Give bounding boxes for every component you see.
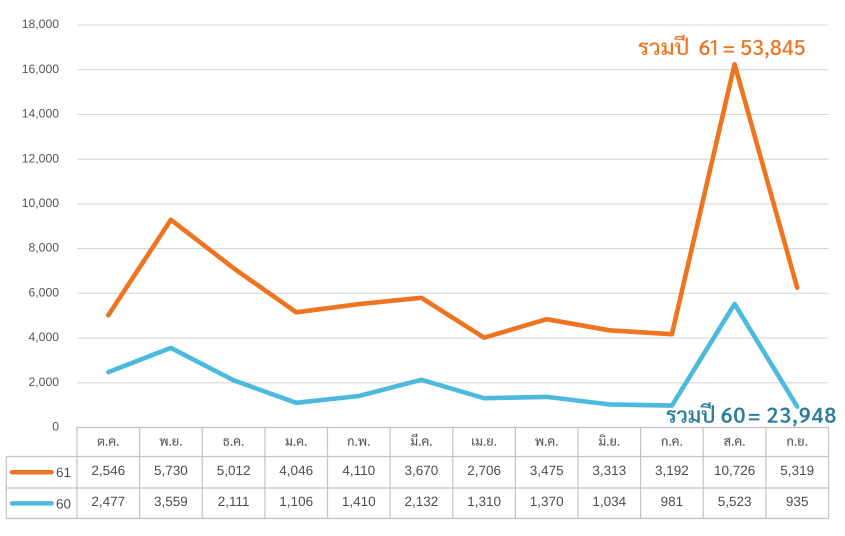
- svg-text:1,034: 1,034: [592, 494, 626, 509]
- svg-text:2,706: 2,706: [467, 463, 501, 478]
- svg-text:5,523: 5,523: [718, 494, 752, 509]
- svg-text:1,410: 1,410: [342, 494, 376, 509]
- svg-text:8,000: 8,000: [29, 241, 60, 255]
- svg-text:2,111: 2,111: [218, 494, 250, 509]
- svg-text:6,000: 6,000: [29, 285, 60, 299]
- svg-text:12,000: 12,000: [22, 151, 59, 165]
- svg-text:60: 60: [56, 496, 71, 511]
- svg-text:981: 981: [661, 494, 684, 509]
- svg-text:1,106: 1,106: [279, 494, 313, 509]
- svg-text:14,000: 14,000: [22, 107, 59, 121]
- svg-text:3,192: 3,192: [655, 463, 689, 478]
- svg-text:5,319: 5,319: [780, 463, 814, 478]
- svg-text:5,730: 5,730: [154, 463, 188, 478]
- svg-text:4,110: 4,110: [342, 463, 375, 478]
- svg-text:1,310: 1,310: [467, 494, 501, 509]
- svg-text:935: 935: [786, 494, 809, 509]
- svg-text:0: 0: [52, 420, 59, 434]
- svg-text:4,046: 4,046: [279, 463, 313, 478]
- svg-text:2,000: 2,000: [29, 375, 60, 389]
- svg-text:3,475: 3,475: [530, 463, 564, 478]
- svg-text:10,726: 10,726: [714, 463, 755, 478]
- svg-text:10,000: 10,000: [22, 196, 59, 210]
- svg-text:3,670: 3,670: [405, 463, 439, 478]
- svg-text:3,313: 3,313: [592, 463, 626, 478]
- svg-text:18,000: 18,000: [22, 17, 59, 31]
- svg-text:4,000: 4,000: [29, 330, 60, 344]
- svg-text:16,000: 16,000: [22, 62, 59, 76]
- svg-text:2,477: 2,477: [91, 494, 125, 509]
- svg-text:3,559: 3,559: [154, 494, 188, 509]
- svg-text:5,012: 5,012: [217, 463, 251, 478]
- svg-text:2,546: 2,546: [91, 463, 125, 478]
- svg-text:1,370: 1,370: [530, 494, 564, 509]
- svg-text:61: 61: [56, 465, 71, 480]
- svg-text:2,132: 2,132: [405, 494, 439, 509]
